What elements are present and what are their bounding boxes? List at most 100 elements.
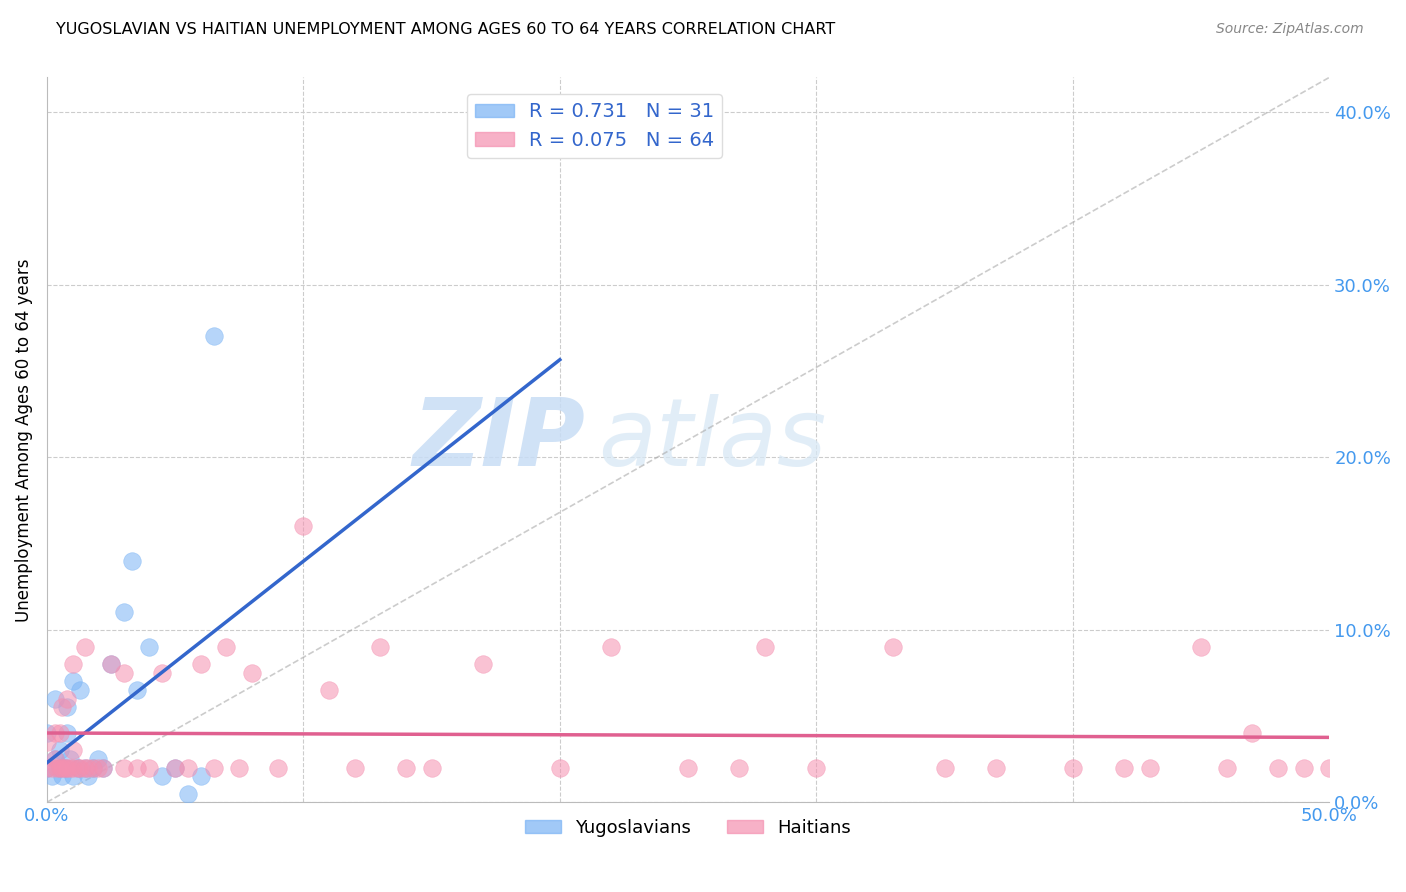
Text: ZIP: ZIP — [412, 394, 585, 486]
Point — [150, 769, 173, 783]
Point — [343, 761, 366, 775]
Point — [112, 665, 135, 680]
Point — [62, 674, 84, 689]
Point — [35, 761, 58, 775]
Text: YUGOSLAVIAN VS HAITIAN UNEMPLOYMENT AMONG AGES 60 TO 64 YEARS CORRELATION CHART: YUGOSLAVIAN VS HAITIAN UNEMPLOYMENT AMON… — [56, 22, 835, 37]
Point — [53, 761, 76, 775]
Point — [56, 691, 79, 706]
Point — [56, 726, 79, 740]
Point — [1241, 726, 1264, 740]
Point — [75, 761, 97, 775]
Point — [395, 761, 418, 775]
Point — [91, 761, 114, 775]
Point — [150, 665, 173, 680]
Point — [240, 665, 263, 680]
Point — [121, 554, 143, 568]
Point — [138, 761, 160, 775]
Point — [66, 761, 89, 775]
Point — [318, 683, 340, 698]
Point — [41, 769, 63, 783]
Point — [882, 640, 904, 654]
Point — [69, 761, 91, 775]
Point — [292, 519, 315, 533]
Text: Source: ZipAtlas.com: Source: ZipAtlas.com — [1216, 22, 1364, 37]
Point — [190, 657, 212, 672]
Point — [1267, 761, 1289, 775]
Point — [806, 761, 828, 775]
Point — [62, 769, 84, 783]
Point — [267, 761, 290, 775]
Point — [1215, 761, 1237, 775]
Point — [75, 761, 97, 775]
Point — [125, 761, 148, 775]
Point — [471, 657, 494, 672]
Point — [82, 761, 104, 775]
Point — [44, 752, 66, 766]
Point — [228, 761, 250, 775]
Legend: Yugoslavians, Haitians: Yugoslavians, Haitians — [517, 812, 859, 844]
Point — [754, 640, 776, 654]
Point — [44, 691, 66, 706]
Point — [44, 752, 66, 766]
Point — [165, 761, 187, 775]
Point — [35, 761, 58, 775]
Point — [53, 761, 76, 775]
Point — [165, 761, 187, 775]
Point — [66, 761, 89, 775]
Point — [100, 657, 122, 672]
Point — [44, 726, 66, 740]
Point — [87, 761, 110, 775]
Point — [51, 700, 73, 714]
Point — [77, 761, 100, 775]
Text: atlas: atlas — [599, 394, 827, 485]
Point — [934, 761, 956, 775]
Point — [48, 761, 70, 775]
Point — [138, 640, 160, 654]
Point — [600, 640, 623, 654]
Point — [59, 752, 82, 766]
Point — [59, 761, 82, 775]
Point — [202, 761, 225, 775]
Point — [190, 769, 212, 783]
Point — [548, 761, 571, 775]
Point — [100, 657, 122, 672]
Point — [35, 726, 58, 740]
Point — [112, 606, 135, 620]
Point — [1317, 761, 1340, 775]
Point — [56, 761, 79, 775]
Point — [62, 761, 84, 775]
Point — [82, 761, 104, 775]
Point — [62, 657, 84, 672]
Point — [984, 761, 1007, 775]
Point — [69, 683, 91, 698]
Point — [41, 761, 63, 775]
Point — [202, 329, 225, 343]
Point — [56, 700, 79, 714]
Point — [1189, 640, 1212, 654]
Point — [1139, 761, 1161, 775]
Point — [75, 640, 97, 654]
Point — [215, 640, 238, 654]
Point — [35, 735, 58, 749]
Point — [368, 640, 391, 654]
Point — [48, 761, 70, 775]
Point — [177, 761, 200, 775]
Point — [91, 761, 114, 775]
Point — [1062, 761, 1084, 775]
Point — [728, 761, 751, 775]
Point — [1292, 761, 1315, 775]
Point — [676, 761, 699, 775]
Point — [62, 743, 84, 757]
Point — [87, 752, 110, 766]
Point — [48, 726, 70, 740]
Point — [77, 769, 100, 783]
Point — [112, 761, 135, 775]
Y-axis label: Unemployment Among Ages 60 to 64 years: Unemployment Among Ages 60 to 64 years — [15, 258, 32, 622]
Point — [420, 761, 443, 775]
Point — [48, 743, 70, 757]
Point — [46, 761, 69, 775]
Point — [1112, 761, 1135, 775]
Point — [51, 769, 73, 783]
Point — [177, 787, 200, 801]
Point — [51, 761, 73, 775]
